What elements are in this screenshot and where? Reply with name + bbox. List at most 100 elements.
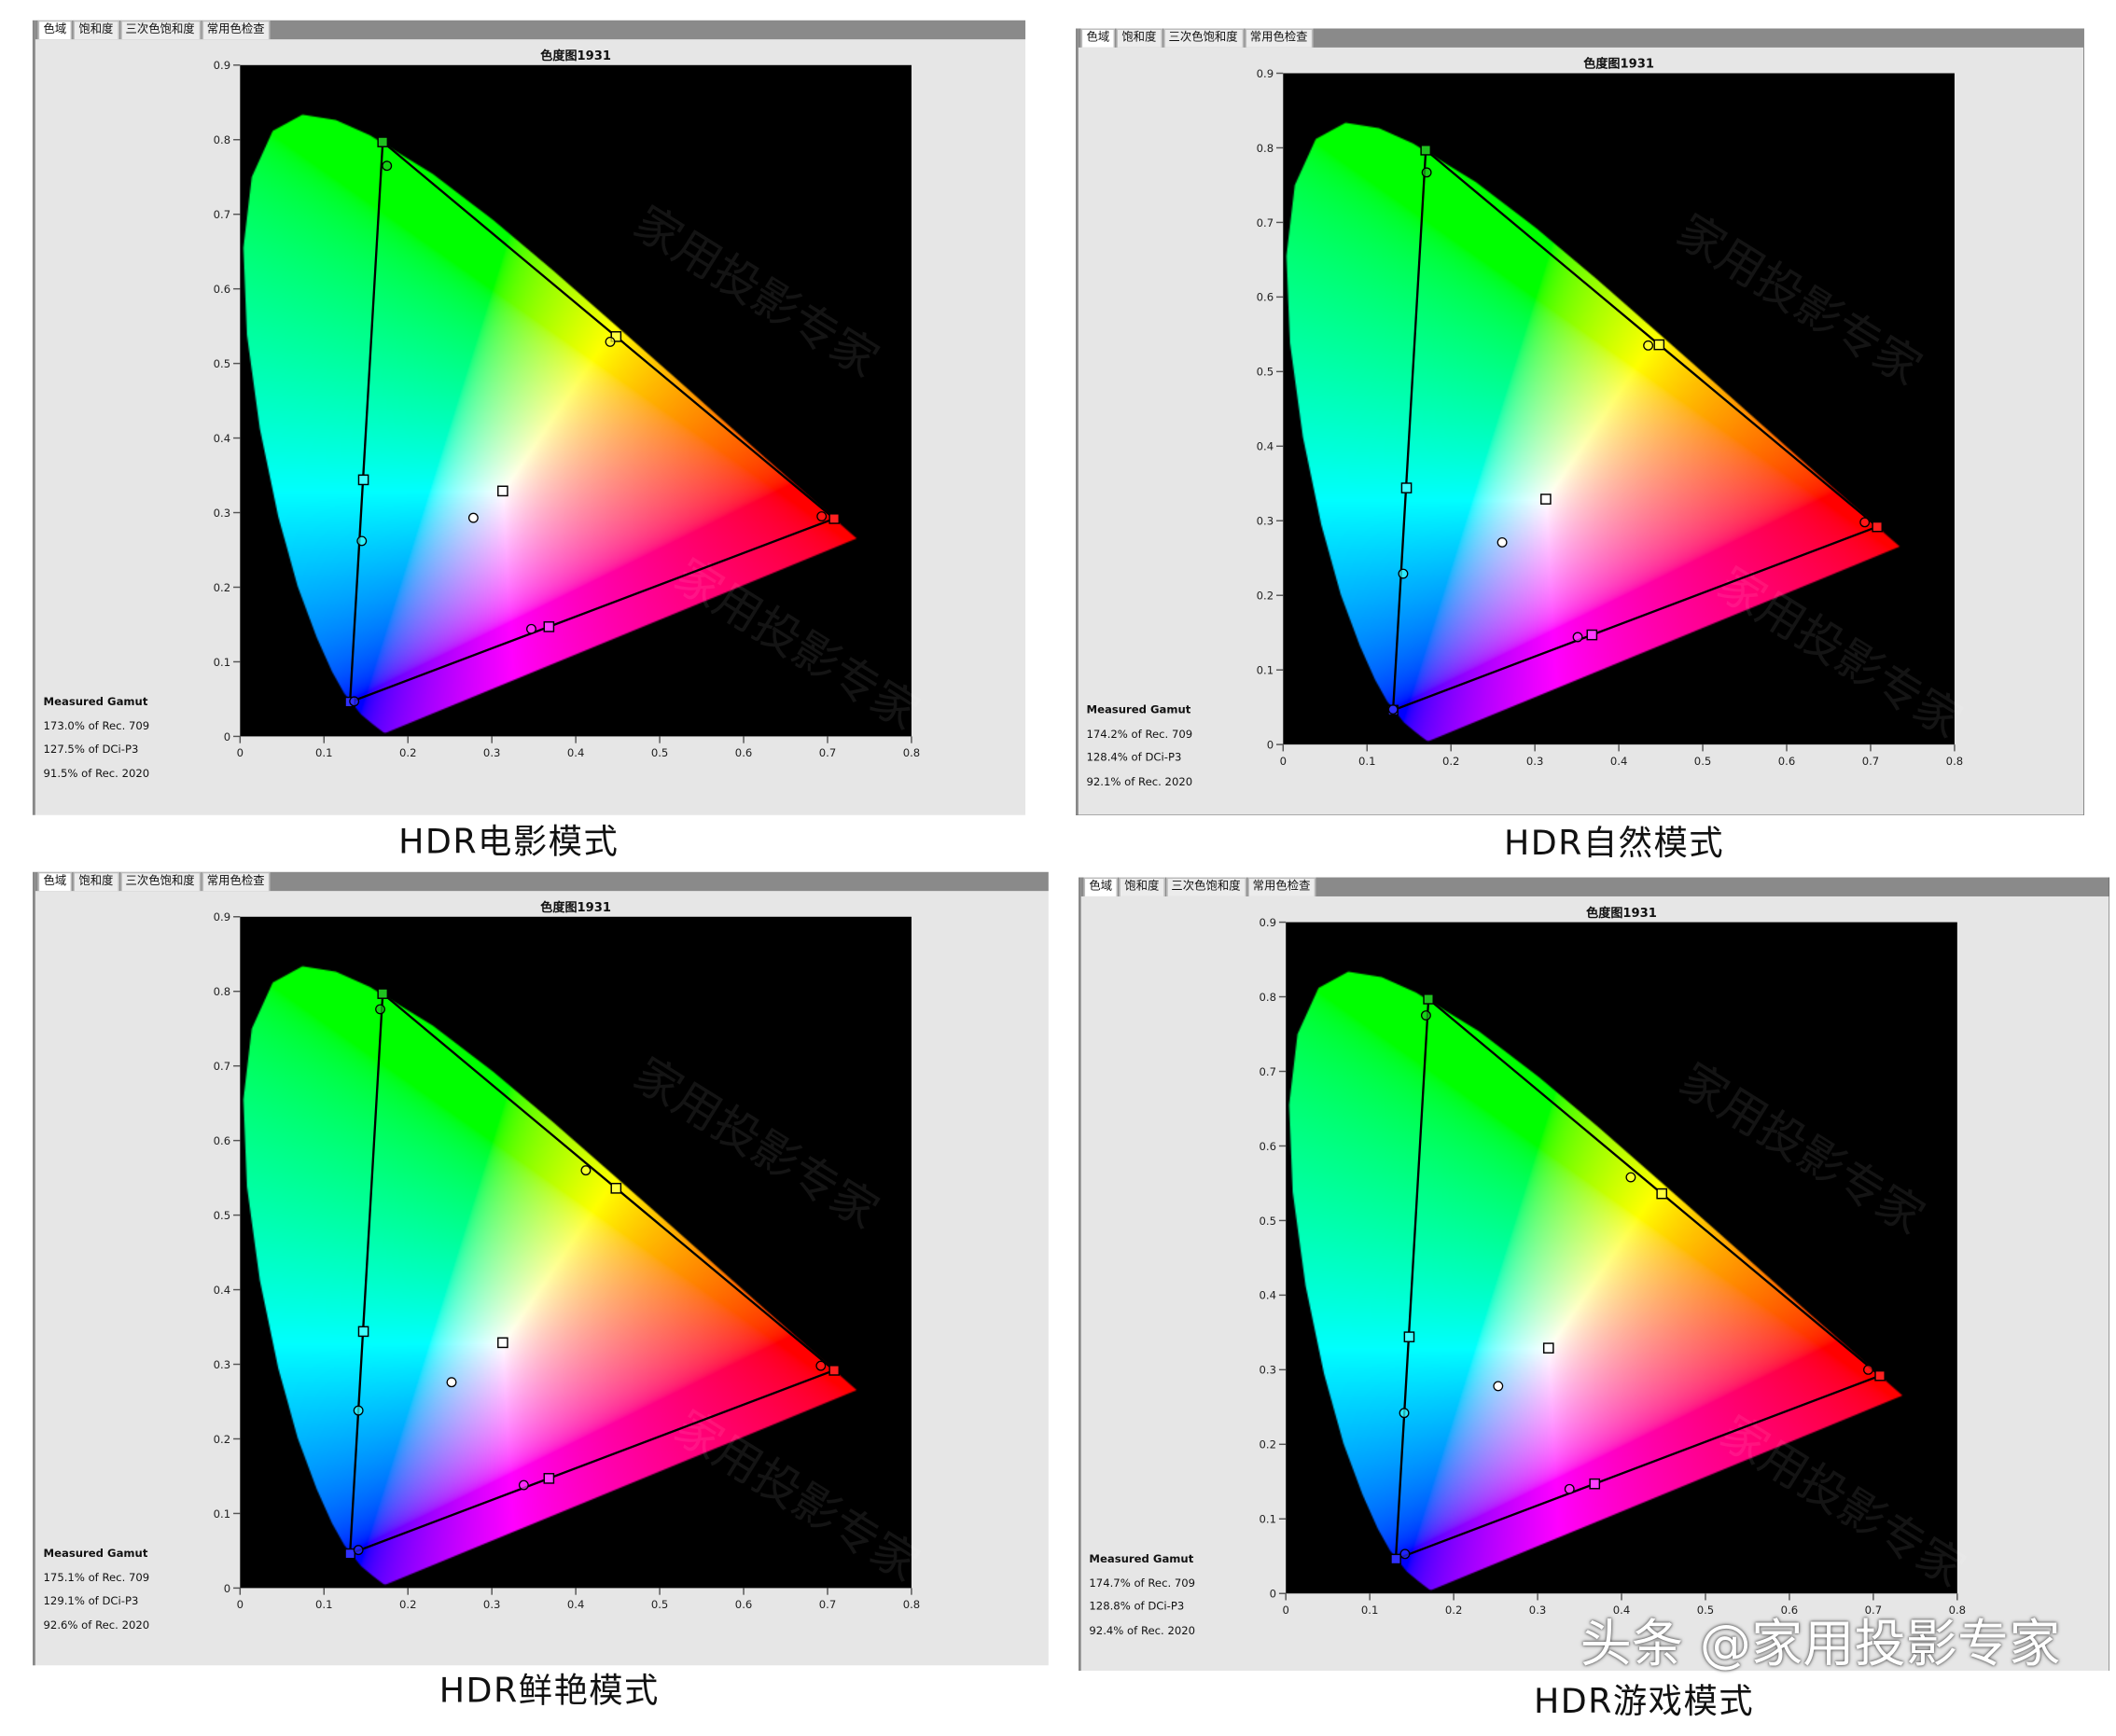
y-tick-label: 0.3	[214, 1358, 231, 1371]
target-yellow-marker	[1656, 1187, 1668, 1200]
x-tick-label: 0.1	[1361, 1604, 1379, 1617]
spectral-locus	[1289, 972, 1902, 1590]
target-magenta-marker	[543, 1473, 555, 1484]
y-tick-label: 0.6	[214, 283, 231, 296]
tab-0[interactable]: 色域	[37, 20, 73, 40]
y-tick-label: 0.9	[1257, 67, 1274, 80]
target-white-marker	[1542, 1342, 1554, 1354]
tab-3[interactable]: 常用色检查	[1244, 28, 1314, 48]
measured-gamut: Measured Gamut 175.1% of Rec. 709 129.1% o…	[44, 1542, 150, 1637]
y-tick-label: 0.5	[1260, 1215, 1277, 1228]
x-tick-label: 0.7	[819, 1598, 837, 1611]
x-tick-label: 0.2	[399, 746, 417, 759]
y-tick-label: 0.7	[214, 1060, 231, 1073]
y-tick-label: 0.5	[214, 357, 231, 370]
y-tick-label: 0.8	[214, 133, 231, 146]
tab-1[interactable]: 饱和度	[73, 20, 119, 40]
x-tick-label: 0	[237, 746, 244, 759]
x-tick-label: 0	[237, 1598, 244, 1611]
x-tick-label: 0.3	[483, 1598, 500, 1611]
target-gamut-triangle	[348, 991, 837, 1556]
target-red-marker	[828, 1365, 841, 1376]
measured-magenta-point	[526, 623, 536, 634]
gamut-title: Measured Gamut	[1089, 1552, 1194, 1565]
mode-caption: HDR电影模式	[398, 822, 619, 862]
measured-cyan-point	[353, 1405, 364, 1416]
y-tick-label: 0.2	[214, 581, 231, 594]
x-tick-label: 0.1	[315, 1598, 333, 1611]
chart-panel: 色域饱和度三次色饱和度常用色检查色度图1931家用投影专家家用投影专家00.10…	[32, 20, 1026, 815]
y-tick-label: 0.6	[214, 1134, 231, 1147]
target-green-marker	[1423, 993, 1434, 1005]
gamut-line: 127.5% of DCi-P3	[43, 743, 139, 756]
y-tick-label: 0.4	[1257, 440, 1274, 453]
x-tick-label: 0.1	[1358, 755, 1376, 768]
target-magenta-marker	[1589, 1478, 1601, 1490]
gamut-line: 129.1% of DCi-P3	[43, 1594, 139, 1607]
tab-2[interactable]: 三次色饱和度	[119, 871, 201, 892]
chart-title: 色度图1931	[540, 901, 611, 916]
gamut-line: 175.1% of Rec. 709	[43, 1571, 150, 1584]
y-tick-label: 0.6	[1257, 291, 1274, 304]
tab-0[interactable]: 色域	[1080, 28, 1116, 48]
measured-white-point	[1493, 1381, 1504, 1392]
target-green-marker	[377, 136, 389, 147]
chromaticity-fill	[240, 64, 912, 737]
tab-2[interactable]: 三次色饱和度	[1165, 877, 1246, 896]
tab-bar: 色域 饱和度 三次色饱和度 常用色检查	[35, 20, 1026, 40]
chart-panel: 色域饱和度三次色饱和度常用色检查色度图1931家用投影专家家用投影专家00.10…	[32, 871, 1049, 1666]
gamut-line: 92.4% of Rec. 2020	[1089, 1623, 1196, 1637]
y-tick-label: 0.4	[1260, 1289, 1277, 1302]
tab-3[interactable]: 常用色检查	[201, 20, 271, 40]
gamut-title: Measured Gamut	[1086, 703, 1191, 716]
y-tick-label: 0	[224, 1582, 230, 1595]
tab-1[interactable]: 饱和度	[1119, 877, 1165, 896]
x-tick-label: 0.8	[1946, 755, 1964, 768]
target-blue-marker	[1390, 1553, 1401, 1565]
chart-title: 色度图1931	[1586, 907, 1657, 922]
tab-1[interactable]: 饱和度	[73, 871, 119, 892]
tab-3[interactable]: 常用色检查	[1246, 877, 1316, 896]
tab-3[interactable]: 常用色检查	[201, 871, 271, 892]
tab-2[interactable]: 三次色饱和度	[119, 20, 201, 40]
tab-0[interactable]: 色域	[1083, 877, 1118, 896]
measured-blue-point	[1399, 1549, 1411, 1560]
x-tick-label: 0.4	[567, 746, 584, 759]
target-yellow-marker	[610, 331, 622, 342]
x-tick-label: 0.3	[483, 746, 500, 759]
target-blue-marker	[344, 1548, 355, 1560]
y-tick-label: 0.7	[1257, 216, 1274, 229]
gamut-title: Measured Gamut	[43, 1547, 148, 1560]
tab-2[interactable]: 三次色饱和度	[1162, 28, 1244, 48]
y-tick-label: 0.7	[1260, 1065, 1277, 1078]
target-green-marker	[1420, 145, 1432, 156]
y-tick-label: 0.2	[214, 1433, 231, 1446]
tab-1[interactable]: 饱和度	[1116, 28, 1162, 48]
gamut-line: 174.7% of Rec. 709	[1089, 1576, 1196, 1590]
chart-panel: 色域饱和度三次色饱和度常用色检查色度图1931家用投影专家家用投影专家00.10…	[1078, 877, 2109, 1672]
y-tick-label: 0.8	[1257, 142, 1274, 155]
tab-0[interactable]: 色域	[37, 871, 73, 892]
measured-green-point	[1420, 1010, 1431, 1021]
measured-gamut: Measured Gamut 174.7% of Rec. 709 128.8% o…	[1089, 1548, 1195, 1643]
measured-magenta-point	[518, 1479, 529, 1491]
y-tick-label: 0.1	[1260, 1513, 1277, 1526]
y-tick-label: 0.3	[214, 507, 231, 520]
gamut-line: 128.8% of DCi-P3	[1089, 1600, 1185, 1613]
target-gamut-triangle	[1391, 147, 1880, 713]
gamut-line: 92.1% of Rec. 2020	[1086, 774, 1193, 787]
y-tick-label: 0.1	[214, 1507, 231, 1521]
target-yellow-marker	[610, 1183, 622, 1194]
plot-area: 家用投影专家家用投影专家00.10.20.30.40.50.60.70.800.…	[1260, 916, 1974, 1617]
chart-svg: 0 0.1 0.2 0.3 0.4 0.5 0.6 0.7 0.8 0 0.1 0.2 0.3 0.4 0.…	[1257, 67, 1964, 768]
x-tick-label: 0.1	[315, 746, 333, 759]
y-tick-label: 0	[1267, 738, 1274, 751]
y-tick-label: 0.5	[214, 1209, 231, 1222]
y-tick-label: 0.2	[1260, 1438, 1277, 1451]
x-tick-label: 0.6	[735, 1598, 753, 1611]
y-tick-label: 0.4	[214, 1284, 231, 1297]
measured-green-point	[1421, 167, 1432, 178]
x-tick-label: 0.4	[1610, 755, 1628, 768]
tab-bar: 色域 饱和度 三次色饱和度 常用色检查	[1078, 28, 2084, 48]
